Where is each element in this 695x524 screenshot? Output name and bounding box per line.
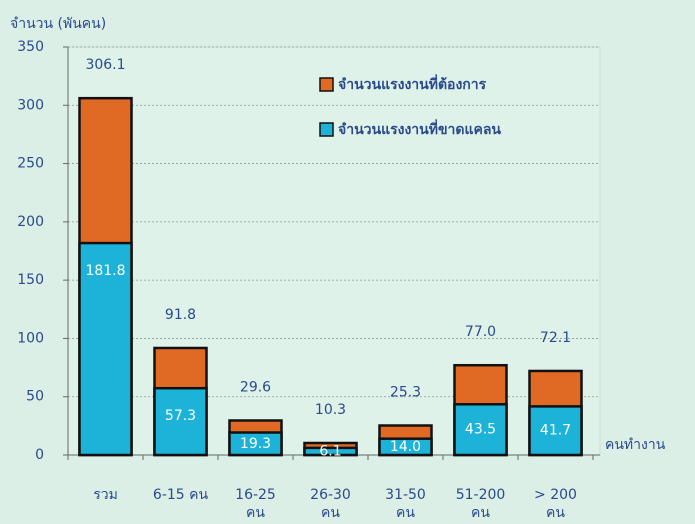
bar <box>78 241 133 457</box>
y-axis-label: จำนวน (พันคน) <box>10 16 106 32</box>
y-tick-label: 100 <box>17 330 44 346</box>
x-tick-label: > 200 คน <box>534 487 577 521</box>
value-label: 14.0 <box>390 439 421 455</box>
x-tick-label: 31-50 คน <box>385 487 426 521</box>
bar <box>228 431 283 457</box>
value-label: 91.8 <box>165 307 196 323</box>
bar <box>153 386 208 457</box>
legend-label: จำนวนแรงงานที่ขาดแคลน <box>338 119 501 138</box>
value-label: 72.1 <box>540 330 571 346</box>
value-label: 43.5 <box>465 422 496 438</box>
x-tick-label: 16-25 คน <box>235 487 276 521</box>
value-label: 25.3 <box>390 385 421 401</box>
y-tick-label: 0 <box>35 447 44 463</box>
legend-swatch <box>319 122 334 137</box>
plot-area <box>67 46 601 456</box>
value-label: 181.8 <box>85 263 125 279</box>
bar <box>453 403 508 457</box>
value-label: 19.3 <box>240 436 271 452</box>
value-label: 306.1 <box>85 57 125 73</box>
x-axis-label: คนทำงาน <box>605 437 666 453</box>
y-tick-label: 50 <box>26 389 44 405</box>
bar <box>528 405 583 457</box>
value-label: 10.3 <box>315 402 346 418</box>
x-tick-label: 26-30 คน <box>310 487 351 521</box>
value-label: 41.7 <box>540 423 571 439</box>
bar <box>303 446 358 457</box>
legend-swatch <box>319 77 334 92</box>
value-label: 29.6 <box>240 379 271 395</box>
y-tick-label: 350 <box>17 39 44 55</box>
y-tick-label: 150 <box>17 272 44 288</box>
y-tick-label: 200 <box>17 214 44 230</box>
x-tick-label: รวม <box>93 487 118 503</box>
legend-label: จำนวนแรงงานที่ต้องการ <box>338 74 487 93</box>
x-tick-label: 51-200 คน <box>455 487 506 521</box>
value-label: 77.0 <box>465 324 496 340</box>
x-tick-label: 6-15 คน <box>152 487 209 503</box>
y-tick-label: 250 <box>17 156 44 172</box>
bar <box>378 437 433 457</box>
y-tick-label: 300 <box>17 97 44 113</box>
value-label: 6.1 <box>319 443 341 459</box>
value-label: 57.3 <box>165 408 196 424</box>
